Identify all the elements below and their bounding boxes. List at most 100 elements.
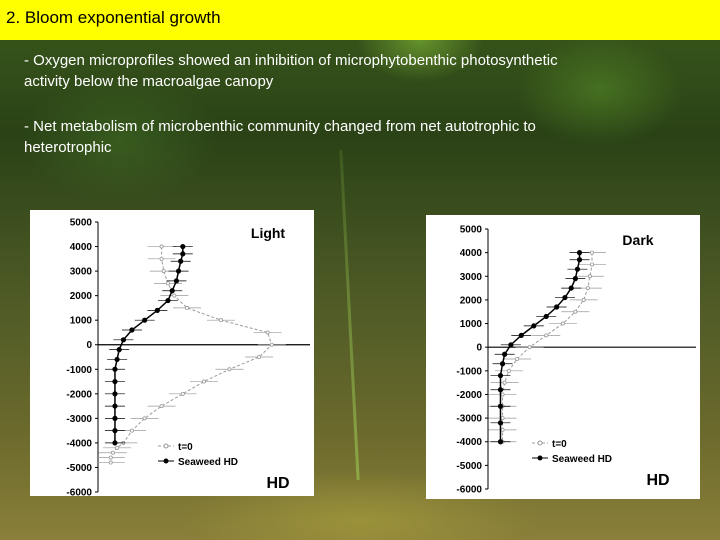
y-tick-label: -2000 [456, 390, 482, 401]
series-seaweed-point [508, 342, 514, 348]
series-seaweed-point [502, 351, 508, 357]
y-tick-label: -5000 [66, 463, 92, 474]
corner-label: HD [646, 472, 669, 489]
series-seaweed-point [112, 391, 118, 397]
y-tick-label: 4000 [70, 242, 93, 253]
series-seaweed-point [114, 356, 120, 363]
series-t0-point [201, 379, 206, 384]
series-seaweed-point [112, 366, 118, 372]
series-t0-point [257, 354, 262, 359]
y-tick-label: 0 [476, 343, 482, 354]
y-tick-label: 5000 [70, 218, 93, 229]
panel-label: Dark [622, 232, 653, 248]
series-seaweed-point [112, 403, 118, 409]
series-seaweed-point [175, 268, 182, 274]
series-seaweed-point [531, 323, 537, 329]
series-t0-point [515, 356, 520, 361]
series-seaweed-point [169, 288, 175, 294]
series-t0-point [560, 321, 565, 326]
series-t0-point [587, 274, 592, 279]
legend-swatch-marker [537, 455, 543, 461]
series-seaweed-point [165, 297, 171, 304]
y-axis-label-dark: Depth (µm) [434, 321, 450, 388]
series-seaweed-point [120, 337, 127, 343]
series-t0-point [589, 262, 594, 267]
series-t0-point [500, 392, 505, 397]
y-tick-label: -5000 [456, 461, 482, 472]
y-tick-label: -3000 [66, 414, 92, 425]
panel-label: Light [251, 225, 286, 241]
series-seaweed-point [554, 304, 560, 310]
y-tick-label: 1000 [70, 316, 93, 327]
series-t0-point [227, 367, 232, 372]
y-tick-label: 1000 [460, 319, 483, 330]
y-tick-label: -4000 [456, 437, 482, 448]
series-t0-point [185, 305, 190, 310]
series-t0-point [527, 345, 532, 350]
series-t0-point [585, 286, 590, 291]
series-seaweed-point [568, 285, 574, 291]
series-seaweed-point [497, 403, 504, 409]
series-t0-point [161, 269, 166, 274]
series-seaweed-point [574, 266, 581, 272]
y-tick-label: -1000 [456, 366, 482, 377]
legend-label: t=0 [178, 442, 193, 453]
series-t0-point [129, 428, 134, 433]
series-t0-line [110, 246, 273, 463]
series-t0-point [218, 318, 223, 323]
series-t0-point [500, 416, 505, 421]
series-t0-point [581, 297, 586, 302]
y-tick-label: 3000 [460, 272, 483, 283]
series-t0-point [544, 333, 549, 338]
series-t0-point [502, 380, 507, 385]
series-t0-point [159, 244, 164, 249]
series-seaweed-point [497, 439, 504, 445]
legend-label: t=0 [552, 439, 567, 450]
y-tick-label: -2000 [66, 389, 92, 400]
series-t0-point [110, 450, 115, 455]
series-t0-point [142, 416, 147, 421]
legend-swatch-marker [163, 443, 169, 449]
plant-stem-decoration [339, 150, 360, 480]
y-tick-label: -6000 [456, 485, 482, 496]
series-seaweed-point [129, 327, 135, 333]
series-t0-point [172, 293, 177, 298]
y-tick-label: 3000 [70, 267, 93, 278]
series-seaweed-point [572, 276, 578, 282]
series-seaweed-point [154, 307, 160, 313]
y-tick-label: -1000 [66, 365, 92, 376]
y-tick-label: 4000 [460, 248, 483, 259]
series-t0-point [589, 250, 594, 255]
series-t0-point [265, 330, 270, 335]
page-title: 2. Bloom exponential growth [6, 8, 221, 27]
series-seaweed-point [543, 313, 549, 320]
series-seaweed-point [112, 440, 118, 446]
series-t0-point [506, 368, 511, 373]
series-seaweed-point [576, 250, 583, 256]
series-t0-point [165, 281, 170, 286]
series-seaweed-point [173, 278, 180, 284]
series-seaweed-point [178, 258, 184, 264]
chart-panel-dark: 5000 4000 3000 2000 1000 0 -1000 -2000 -3000 -400… [426, 215, 700, 499]
series-t0-point [500, 427, 505, 432]
bullet-oxygen: - Oxygen microprofiles showed an inhibit… [24, 52, 558, 90]
series-seaweed-point [497, 387, 504, 393]
series-seaweed-point [497, 372, 504, 379]
legend-swatch-marker [163, 458, 169, 464]
legend-label: Seaweed HD [178, 457, 238, 468]
y-tick-label: 0 [86, 340, 92, 351]
series-seaweed-point [116, 347, 122, 353]
chart-panel-light: 5000 4000 3000 2000 1000 0 -1000 -2000 -3000 -400… [30, 210, 314, 499]
series-t0-point [269, 342, 274, 347]
y-tick-label: 5000 [460, 225, 483, 236]
bullet-metabolism: - Net metabolism of microbenthic communi… [24, 118, 536, 156]
y-axis-label-light: Depth (µm) [40, 326, 56, 393]
title-bar: 2. Bloom exponential growth [0, 0, 720, 40]
legend-label: Seaweed HD [552, 454, 612, 465]
series-seaweed-point [518, 332, 524, 338]
series-t0-point [108, 460, 113, 465]
y-tick-label: -6000 [66, 488, 92, 497]
chart-dark: 5000 4000 3000 2000 1000 0 -1000 -2000 -3000 -400… [456, 225, 696, 496]
chart-light: 5000 4000 3000 2000 1000 0 -1000 -2000 -3000 -400… [66, 218, 310, 499]
y-tick-label: 2000 [70, 291, 93, 302]
